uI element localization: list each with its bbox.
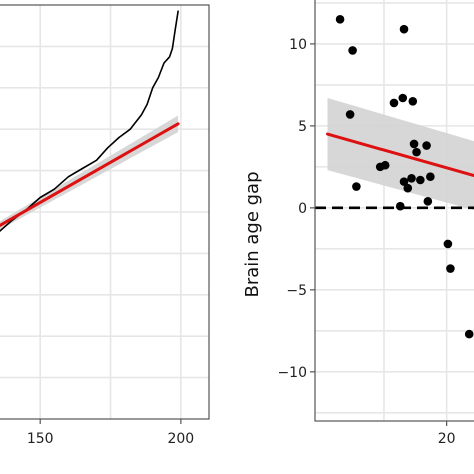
regression-line — [0, 122, 180, 228]
data-point — [443, 239, 453, 249]
data-point — [446, 264, 455, 273]
data-point — [409, 139, 419, 149]
right-panel: 10 5 0 −5 −10 20 Brain age gap — [242, 0, 474, 447]
left-panel: 150 200 — [0, 4, 210, 447]
left-plot-area — [0, 10, 180, 233]
left-axes-frame — [0, 4, 210, 420]
right-axes-ticks: 10 5 0 −5 −10 20 — [277, 37, 455, 447]
data-point — [416, 175, 425, 185]
data-point — [352, 182, 361, 191]
y-tick-label: −5 — [286, 283, 307, 299]
left-x-axis: 150 200 — [27, 419, 194, 447]
x-tick-label: 20 — [438, 431, 456, 447]
right-plot-area — [315, 15, 474, 339]
data-point — [335, 15, 345, 24]
data-point — [412, 147, 421, 157]
data-line — [0, 10, 179, 233]
data-point — [348, 46, 357, 55]
y-tick-label: 10 — [289, 37, 307, 53]
x-tick-label: 150 — [27, 431, 54, 447]
y-tick-label: 0 — [298, 201, 307, 217]
data-point — [422, 141, 431, 150]
data-point — [399, 24, 409, 34]
data-point — [399, 177, 409, 186]
data-point — [408, 96, 418, 106]
data-point — [423, 197, 433, 206]
y-tick-label: −10 — [277, 365, 307, 381]
y-axis-label: Brain age gap — [242, 171, 263, 297]
x-tick-label: 200 — [167, 431, 194, 447]
data-point — [403, 183, 413, 193]
y-tick-label: 5 — [298, 119, 307, 135]
data-point — [395, 201, 405, 211]
data-point — [398, 93, 408, 103]
right-plot-background — [315, 0, 474, 421]
data-point — [345, 110, 355, 119]
regression-line — [326, 132, 474, 178]
data-point — [380, 160, 390, 170]
data-point — [426, 172, 435, 182]
data-point — [389, 98, 399, 108]
data-point — [407, 174, 416, 183]
right-axes-frame — [314, 0, 474, 422]
data-point — [464, 329, 474, 339]
